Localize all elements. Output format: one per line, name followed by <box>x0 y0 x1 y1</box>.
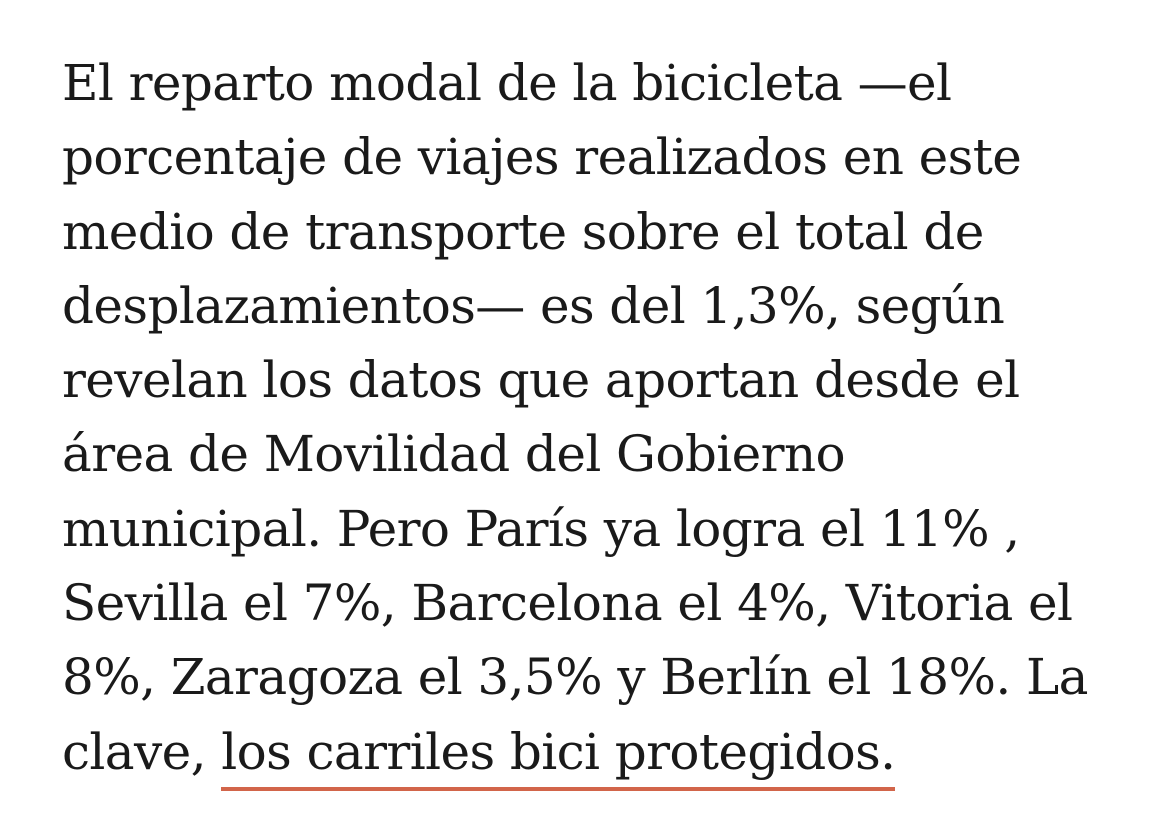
last-line-prefix: clave, <box>62 722 222 781</box>
paragraph-line: medio de transporte sobre el total de <box>62 202 984 261</box>
paragraph-line: revelan los datos que aportan desde el <box>62 351 1020 410</box>
paragraph-line: municipal. Pero París ya logra el 11% , <box>62 499 1020 558</box>
paragraph-line: El reparto modal de la bicicleta —el <box>62 54 952 112</box>
protected-bike-lanes-link[interactable]: los carriles bici protegidos. <box>221 722 896 791</box>
paragraph-line: desplazamientos— es del 1,3%, según <box>62 276 1005 335</box>
paragraph-line: 8%, Zaragoza el 3,5% y Berlín el 18%. La <box>62 648 1088 707</box>
paragraph-line: porcentaje de viajes realizados en este <box>62 128 1022 187</box>
paragraph-last-line: clave, los carriles bici protegidos. <box>62 715 1122 791</box>
article-paragraph: El reparto modal de la bicicleta —el por… <box>62 46 1122 791</box>
paragraph-line: área de Movilidad del Gobierno <box>62 425 846 484</box>
paragraph-line: Sevilla el 7%, Barcelona el 4%, Vitoria … <box>62 574 1073 633</box>
